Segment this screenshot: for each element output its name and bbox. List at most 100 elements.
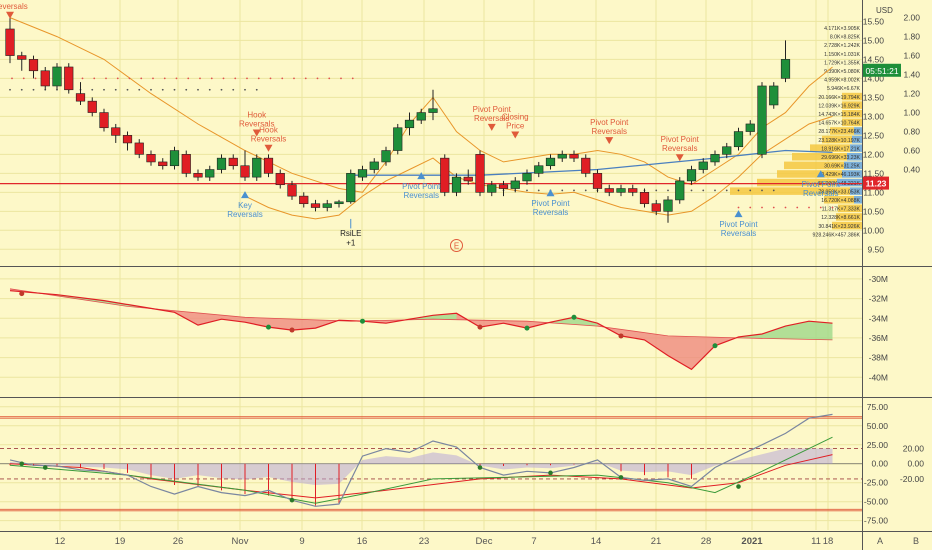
- crossover-dot: [477, 324, 483, 330]
- candle-down: [475, 154, 485, 193]
- resistance-dot: [304, 77, 307, 80]
- x-tick-label: 18: [823, 536, 834, 547]
- volume-profile-label: 29.696K×33.23K: [821, 155, 860, 161]
- pivot-down-arrow-icon: [264, 144, 273, 152]
- right-axis-tick: 13.00: [863, 111, 885, 121]
- volume-profile-label: 4.171K×3.905K: [824, 26, 860, 32]
- signal-label: Hook: [259, 126, 279, 135]
- signal-label: Reversals: [227, 210, 263, 219]
- crossover-dot: [19, 291, 25, 297]
- support-dot: [150, 88, 152, 91]
- resistance-dot: [281, 77, 284, 80]
- support-dot: [232, 88, 235, 91]
- resistance-dot: [772, 206, 775, 209]
- left-axis-tick: 1.80: [903, 31, 920, 41]
- oscillator-axis-tick: -40M: [869, 372, 888, 382]
- volume-profile-bar: [850, 187, 862, 195]
- oscillator-fill: [762, 326, 786, 339]
- resistance-dot: [749, 206, 752, 209]
- candle-up: [381, 150, 391, 163]
- rsi-red-line: [9, 454, 833, 499]
- oscillator-fill: [644, 332, 668, 356]
- support-dot: [561, 189, 564, 192]
- rsi-axis-tick-left: 50.00: [867, 421, 889, 431]
- candle-up: [557, 154, 567, 159]
- volume-profile-label: 40.429K×46.193K: [818, 172, 860, 178]
- support-dot: [197, 88, 199, 91]
- orange-channel-upper: [9, 17, 833, 193]
- earnings-marker-label: E: [454, 242, 459, 251]
- right-axis-tick: 14.50: [863, 54, 885, 64]
- resistance-dot: [328, 77, 331, 80]
- candle-down: [498, 184, 509, 189]
- candle-down: [181, 154, 191, 174]
- rsi-entry-label: RsiLE: [340, 229, 361, 238]
- candle-up: [451, 176, 462, 193]
- x-tick-label: 19: [115, 536, 126, 547]
- candle-up: [357, 169, 368, 178]
- volume-profile-label: 23.128K×10.197K: [818, 138, 860, 144]
- x-tick-label: 2021: [741, 536, 763, 547]
- signal-label: Pivot Point: [590, 118, 629, 127]
- candle-up: [487, 184, 497, 193]
- oscillator-line: [9, 290, 833, 371]
- resistance-dot: [140, 77, 143, 80]
- candle-up: [334, 201, 344, 205]
- support-dot: [255, 88, 258, 91]
- candle-down: [75, 93, 86, 102]
- oscillator-fill: [268, 318, 292, 331]
- x-tick-label: 26: [173, 536, 184, 547]
- candle-down: [628, 188, 638, 193]
- resistance-dot: [351, 77, 354, 80]
- currency-label: USD: [876, 6, 893, 15]
- pivot-up-arrow-icon: [816, 170, 825, 178]
- oscillator-axis-tick: -30M: [869, 274, 888, 284]
- pivot-up-arrow-icon: [734, 210, 743, 218]
- volume-profile-label: 78.959K×33.053K: [818, 189, 860, 195]
- signal-label: Key: [238, 201, 252, 210]
- resistance-dot: [81, 77, 84, 80]
- candle-down: [639, 192, 650, 205]
- resistance-dot: [187, 77, 190, 80]
- last-time-tag: [863, 63, 901, 77]
- signal-label: Pivot Point: [402, 182, 441, 191]
- oscillator-axis-tick: -36M: [869, 333, 888, 343]
- candle-up: [616, 188, 626, 193]
- resistance-dot: [93, 77, 96, 80]
- oscillator-signal-line: [9, 288, 833, 341]
- signal-label: Reversals: [0, 2, 28, 11]
- resistance-dot: [246, 77, 248, 80]
- resistance-dot: [222, 77, 225, 80]
- left-axis-tick: 0.60: [903, 145, 920, 155]
- crossover-dot: [289, 327, 295, 333]
- oscillator-fill: [198, 312, 222, 326]
- oscillator-panel[interactable]: [9, 288, 833, 371]
- pivot-down-arrow-icon: [252, 129, 261, 137]
- volume-profile-bar: [842, 101, 862, 109]
- pivot-down-arrow-icon: [605, 137, 614, 145]
- crossover-dot: [266, 324, 271, 330]
- signal-label: Hook: [247, 111, 267, 120]
- rsi-panel[interactable]: [0, 413, 862, 512]
- pivot-up-arrow-icon: [241, 191, 249, 199]
- signal-label: Pivot Point: [719, 220, 758, 229]
- x-tick-label: Dec: [476, 536, 493, 547]
- volume-profile-bar: [854, 127, 862, 135]
- volume-profile-bar: [824, 196, 854, 204]
- price-panel[interactable]: 4.171K×3.905K 8.0K×8.825K 2.728K×1.242K 1.1…: [0, 0, 862, 253]
- rsi-axis-tick-right: -20.00: [900, 474, 924, 484]
- rsi-green-line: [9, 436, 833, 504]
- candle-down: [592, 173, 603, 189]
- support-dot: [537, 189, 540, 192]
- oscillator-fill: [809, 321, 833, 340]
- candle-down: [193, 173, 203, 178]
- rsi-axis-tick-left: 0.00: [871, 459, 888, 469]
- volume-profile-bar: [757, 178, 837, 187]
- support-dot: [220, 88, 223, 91]
- oscillator-fill: [480, 320, 504, 328]
- left-axis-tick: 1.20: [903, 88, 920, 98]
- volume-profile-label: 14.657K×10.764K: [818, 121, 860, 127]
- volume-profile-label: 14.743K×15.184K: [818, 112, 860, 118]
- candle-up: [52, 66, 62, 87]
- volume-profile-label: 18.916K×17.21K: [821, 146, 860, 152]
